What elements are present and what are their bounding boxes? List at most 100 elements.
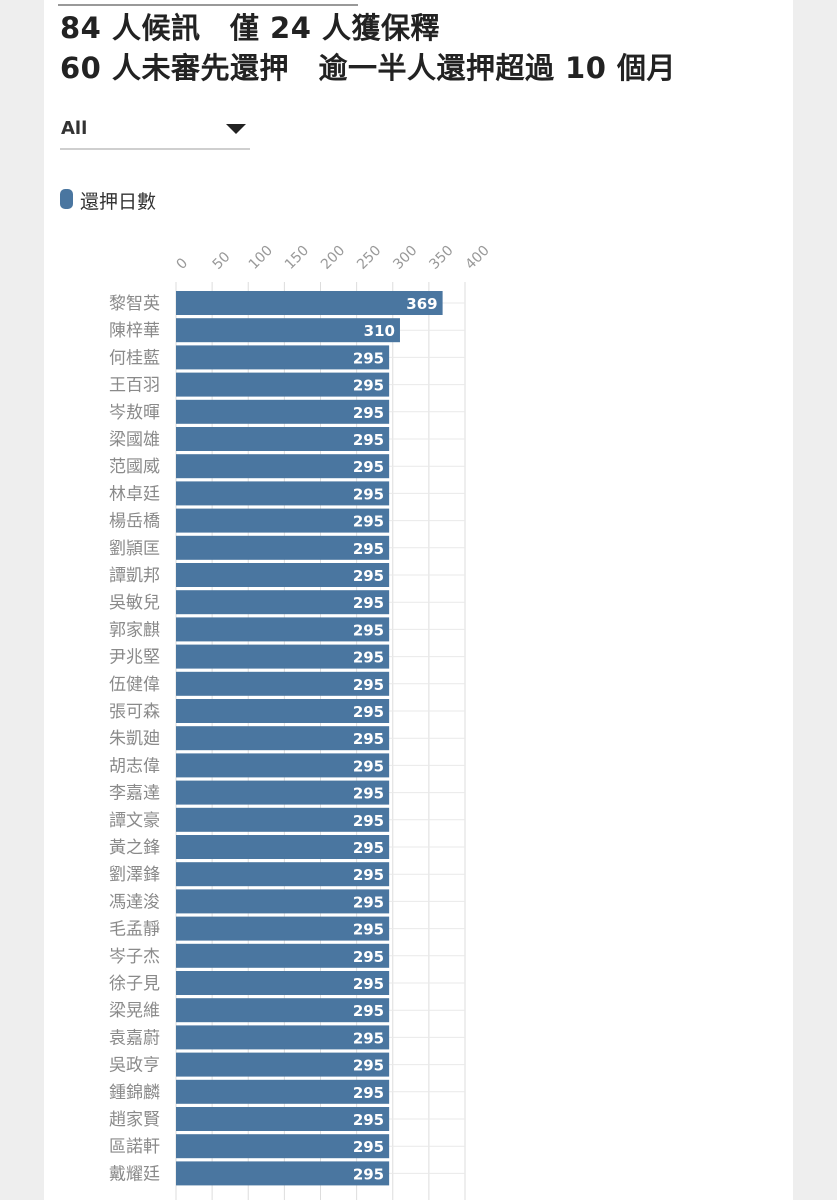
- bar: [176, 971, 390, 995]
- category-label: 林卓廷: [109, 484, 160, 504]
- data-label: 295: [353, 812, 384, 830]
- data-label: 295: [353, 513, 384, 531]
- category-label: 郭家麒: [109, 620, 160, 640]
- category-label: 王百羽: [109, 376, 160, 396]
- category-label: 尹兆堅: [109, 648, 160, 668]
- legend-swatch: [60, 189, 73, 209]
- data-label: 295: [353, 676, 384, 694]
- data-label: 295: [353, 621, 384, 639]
- bar: [176, 1025, 390, 1050]
- x-tick-label: 50: [210, 249, 234, 273]
- data-label: 295: [353, 1002, 384, 1020]
- chevron-down-icon[interactable]: [226, 124, 246, 134]
- bar: [176, 617, 390, 642]
- bar-chart: 0 50 100 150 200 250 300 350 400 黎智英 369 陳梓華 310 何桂藍 2…: [109, 243, 493, 1200]
- category-label: 黎智英: [109, 294, 160, 314]
- data-label: 295: [353, 866, 384, 884]
- clipped-heading-rule: [58, 0, 358, 6]
- category-label: 何桂藍: [109, 348, 160, 368]
- bar: [176, 508, 390, 533]
- data-label: 369: [406, 295, 437, 313]
- data-label: 295: [353, 377, 384, 395]
- category-label: 馮達浚: [109, 892, 160, 912]
- bar: [176, 943, 390, 968]
- data-label: 295: [353, 540, 384, 558]
- category-label: 陳梓華: [109, 321, 160, 341]
- data-label: 295: [353, 1084, 384, 1102]
- bar: [176, 671, 390, 696]
- bar: [176, 753, 390, 778]
- category-label: 趙家賢: [109, 1110, 160, 1130]
- data-label: 295: [353, 594, 384, 612]
- x-tick-label: 100: [246, 243, 276, 273]
- x-tick-label: 200: [318, 243, 348, 273]
- bar: [176, 291, 443, 315]
- category-label: 譚文豪: [109, 810, 160, 831]
- bar: [176, 889, 390, 914]
- x-tick-label: 300: [390, 243, 420, 273]
- category-label: 毛孟靜: [109, 920, 160, 940]
- bar: [176, 644, 390, 669]
- bar: [176, 318, 400, 343]
- bar: [176, 699, 390, 723]
- category-label: 伍健偉: [109, 675, 160, 695]
- category-label: 區諾軒: [109, 1137, 160, 1157]
- category-label: 黃之鋒: [109, 838, 160, 858]
- category-label: 范國威: [109, 457, 160, 477]
- data-label: 295: [353, 458, 384, 476]
- data-label: 295: [353, 1165, 384, 1183]
- bar: [176, 454, 390, 479]
- bar: [176, 1052, 390, 1077]
- bar: [176, 862, 390, 887]
- bar: [176, 427, 390, 451]
- category-label: 胡志偉: [109, 756, 160, 776]
- bar: [176, 780, 390, 805]
- x-tick-label: 400: [463, 243, 493, 273]
- data-label: 295: [353, 948, 384, 966]
- data-label: 295: [353, 485, 384, 503]
- data-label: 295: [353, 1111, 384, 1129]
- data-label: 295: [353, 431, 384, 449]
- legend-label: 還押日數: [80, 191, 157, 213]
- data-label: 295: [353, 893, 384, 911]
- data-label: 295: [353, 649, 384, 667]
- category-label: 劉頴匡: [109, 539, 160, 559]
- category-label: 岑子杰: [109, 947, 160, 967]
- dropdown-selected-value: All: [61, 118, 88, 139]
- data-label: 295: [353, 785, 384, 803]
- category-label: 徐子見: [109, 974, 160, 994]
- x-tick-label: 350: [426, 243, 456, 273]
- data-label: 295: [353, 730, 384, 748]
- bar: [176, 372, 390, 397]
- data-label: 295: [353, 1029, 384, 1047]
- bar: [176, 726, 390, 751]
- category-label: 楊岳橋: [109, 512, 160, 532]
- bar: [176, 563, 390, 587]
- category-label: 岑敖暉: [109, 403, 160, 423]
- data-label: 295: [353, 703, 384, 721]
- data-label: 310: [364, 322, 395, 340]
- bar: [176, 1107, 390, 1131]
- data-label: 295: [353, 1138, 384, 1156]
- category-label: 梁晃維: [109, 1001, 160, 1021]
- bar: [176, 916, 390, 941]
- category-dropdown[interactable]: All: [60, 108, 250, 150]
- bar: [176, 1079, 390, 1104]
- chart-card: 84 人候訊 僅 24 人獲保釋 60 人未審先還押 逾一半人還押超過 10 個…: [44, 0, 793, 1200]
- category-label: 吳敏兒: [109, 593, 160, 613]
- category-label: 朱凱廸: [109, 729, 160, 749]
- data-label: 295: [353, 349, 384, 367]
- bar: [176, 1161, 390, 1186]
- category-label: 劉澤鋒: [109, 865, 160, 885]
- bar: [176, 345, 390, 370]
- bar: [176, 535, 390, 560]
- category-label: 張可森: [109, 702, 160, 722]
- data-label: 295: [353, 1057, 384, 1075]
- category-label: 鍾錦麟: [109, 1083, 160, 1103]
- category-label: 譚凱邦: [109, 566, 160, 586]
- category-label: 戴耀廷: [109, 1164, 160, 1184]
- category-label: 吳政亨: [109, 1056, 160, 1076]
- x-tick-label: 0: [174, 255, 192, 273]
- bar: [176, 1134, 390, 1159]
- x-tick-label: 250: [354, 243, 384, 273]
